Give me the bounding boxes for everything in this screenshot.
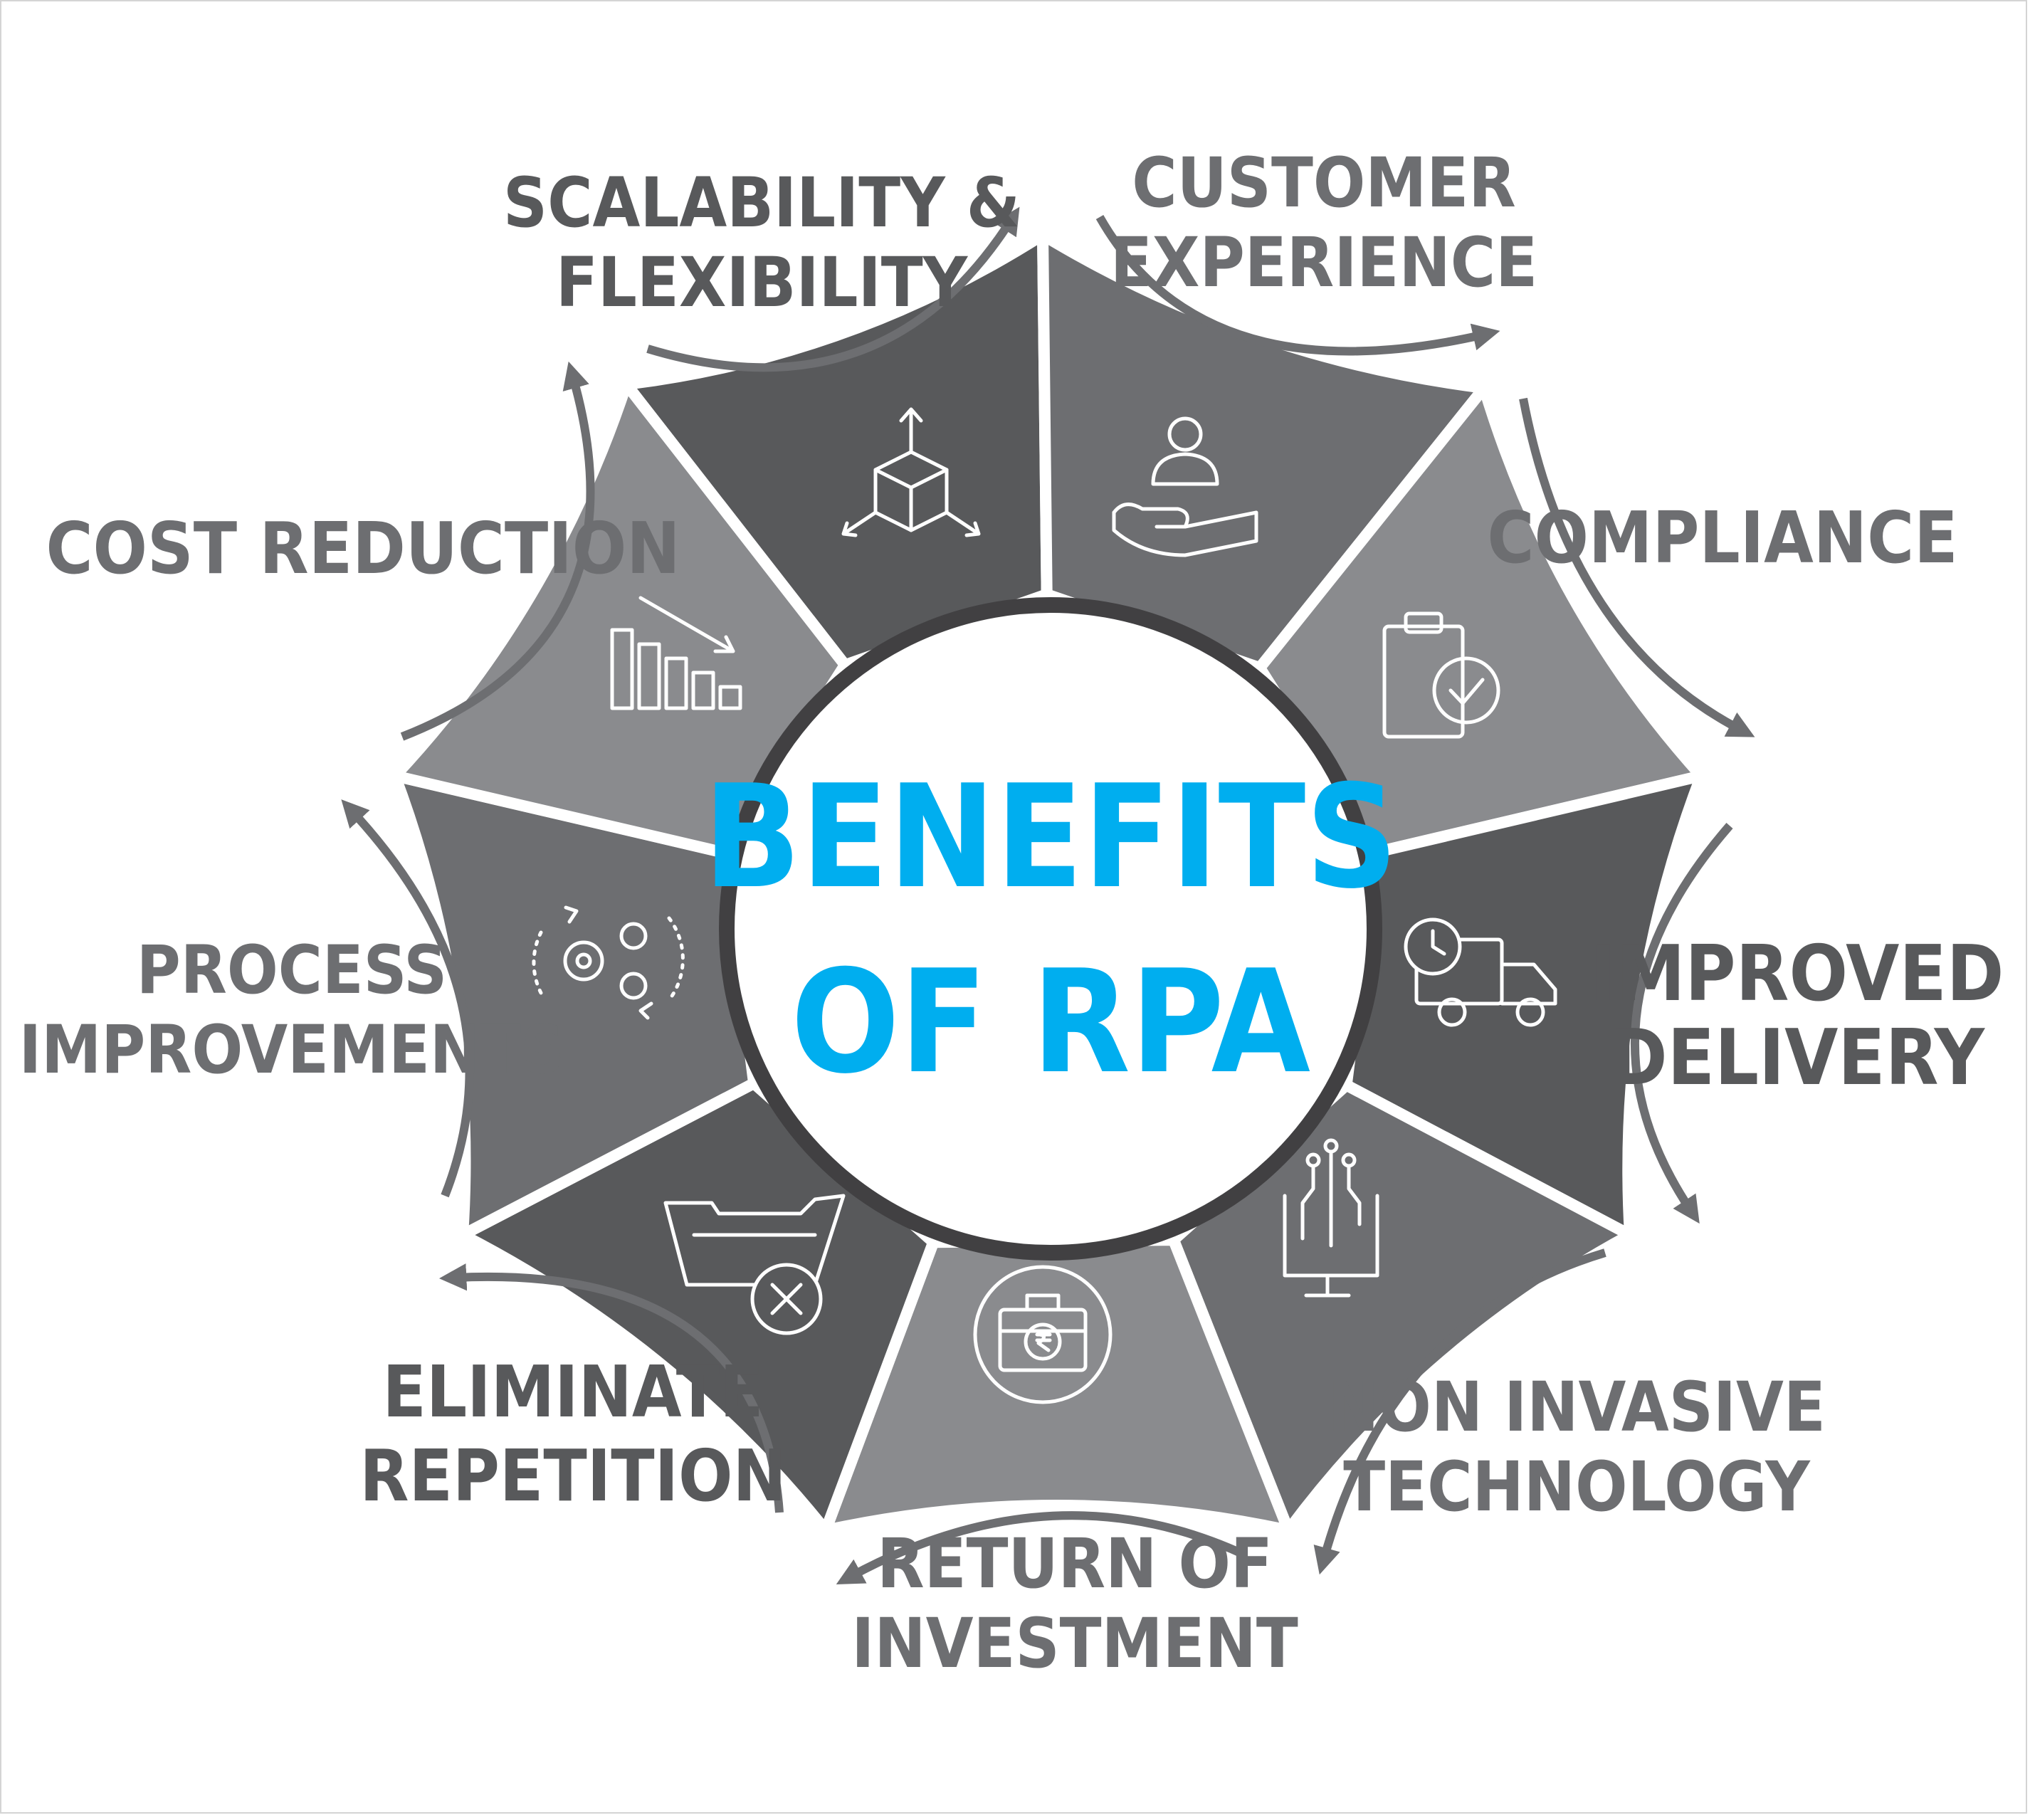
bar-chart-decline-icon — [610, 596, 742, 710]
benefit-label-line: REPETITION — [359, 1434, 787, 1517]
delivery-truck-clock-icon — [1404, 917, 1557, 1027]
benefit-segment — [457, 1078, 940, 1536]
segments-layer — [389, 229, 1707, 1536]
cycle-arrow — [836, 1511, 1248, 1585]
benefit-label-line: IMPROVEMENTS — [19, 1011, 565, 1089]
benefit-label-line: TECHNOLOGY — [1343, 1447, 1811, 1527]
benefit-segment — [389, 379, 851, 859]
benefit-label: SCALABILITY &FLEXIBILITY — [503, 163, 1020, 322]
arrows-layer — [341, 206, 1755, 1585]
center-title-line-1: BENEFITS — [703, 754, 1398, 920]
customer-service-hand-icon — [1112, 416, 1258, 557]
cube-expand-icon — [841, 407, 981, 537]
cycle-arrow — [400, 361, 595, 741]
gears-cycle-icon — [532, 905, 685, 1020]
benefit-label: COST REDUCTION — [46, 507, 680, 590]
benefit-label-line: COMPLIANCE — [1487, 496, 1957, 579]
benefit-label-line: RETURN OF — [877, 1524, 1273, 1604]
cycle-arrow — [1519, 397, 1755, 737]
center-title-line-2: OF RPA — [791, 940, 1310, 1105]
briefcase-rupee-icon — [973, 1265, 1113, 1404]
cycle-arrow — [1313, 1248, 1606, 1575]
cycle-arrow — [1095, 215, 1500, 356]
cycle-arrow — [646, 206, 1020, 372]
benefit-label-line: FLEXIBILITY — [556, 243, 969, 322]
folder-delete-icon — [663, 1194, 846, 1335]
benefit-label-line: NON INVASIVE — [1327, 1367, 1826, 1447]
benefit-segment — [1253, 382, 1707, 858]
benefit-label-line: CUSTOMER — [1132, 143, 1516, 223]
center-circle — [719, 597, 1382, 1261]
monitor-circuit-icon — [1283, 1138, 1379, 1298]
benefit-label-line: COST REDUCTION — [46, 507, 680, 590]
benefit-label-line: SCALABILITY & — [503, 163, 1020, 243]
labels-layer: SCALABILITY &FLEXIBILITY CUSTOMEREXPERIEN… — [19, 143, 2004, 1683]
clipboard-check-icon — [1382, 611, 1500, 739]
cycle-arrow — [341, 799, 474, 1198]
benefit-label-line: IMPROVED — [1591, 930, 2004, 1019]
benefit-label: COMPLIANCE — [1487, 496, 1957, 579]
benefit-segment — [389, 770, 760, 1241]
benefit-segment — [621, 229, 1053, 671]
benefit-segment — [820, 1234, 1294, 1536]
cycle-arrow — [438, 1263, 784, 1513]
benefit-label-line: ELIMINATE — [382, 1350, 763, 1434]
benefit-label-line: INVESTMENT — [851, 1604, 1298, 1683]
cycle-arrow — [1630, 823, 1733, 1224]
benefit-label-line: EXPERIENCE — [1110, 223, 1537, 303]
benefit-label-line: DELIVERY — [1610, 1014, 1986, 1103]
benefit-label-line: PROCESS — [137, 932, 447, 1009]
